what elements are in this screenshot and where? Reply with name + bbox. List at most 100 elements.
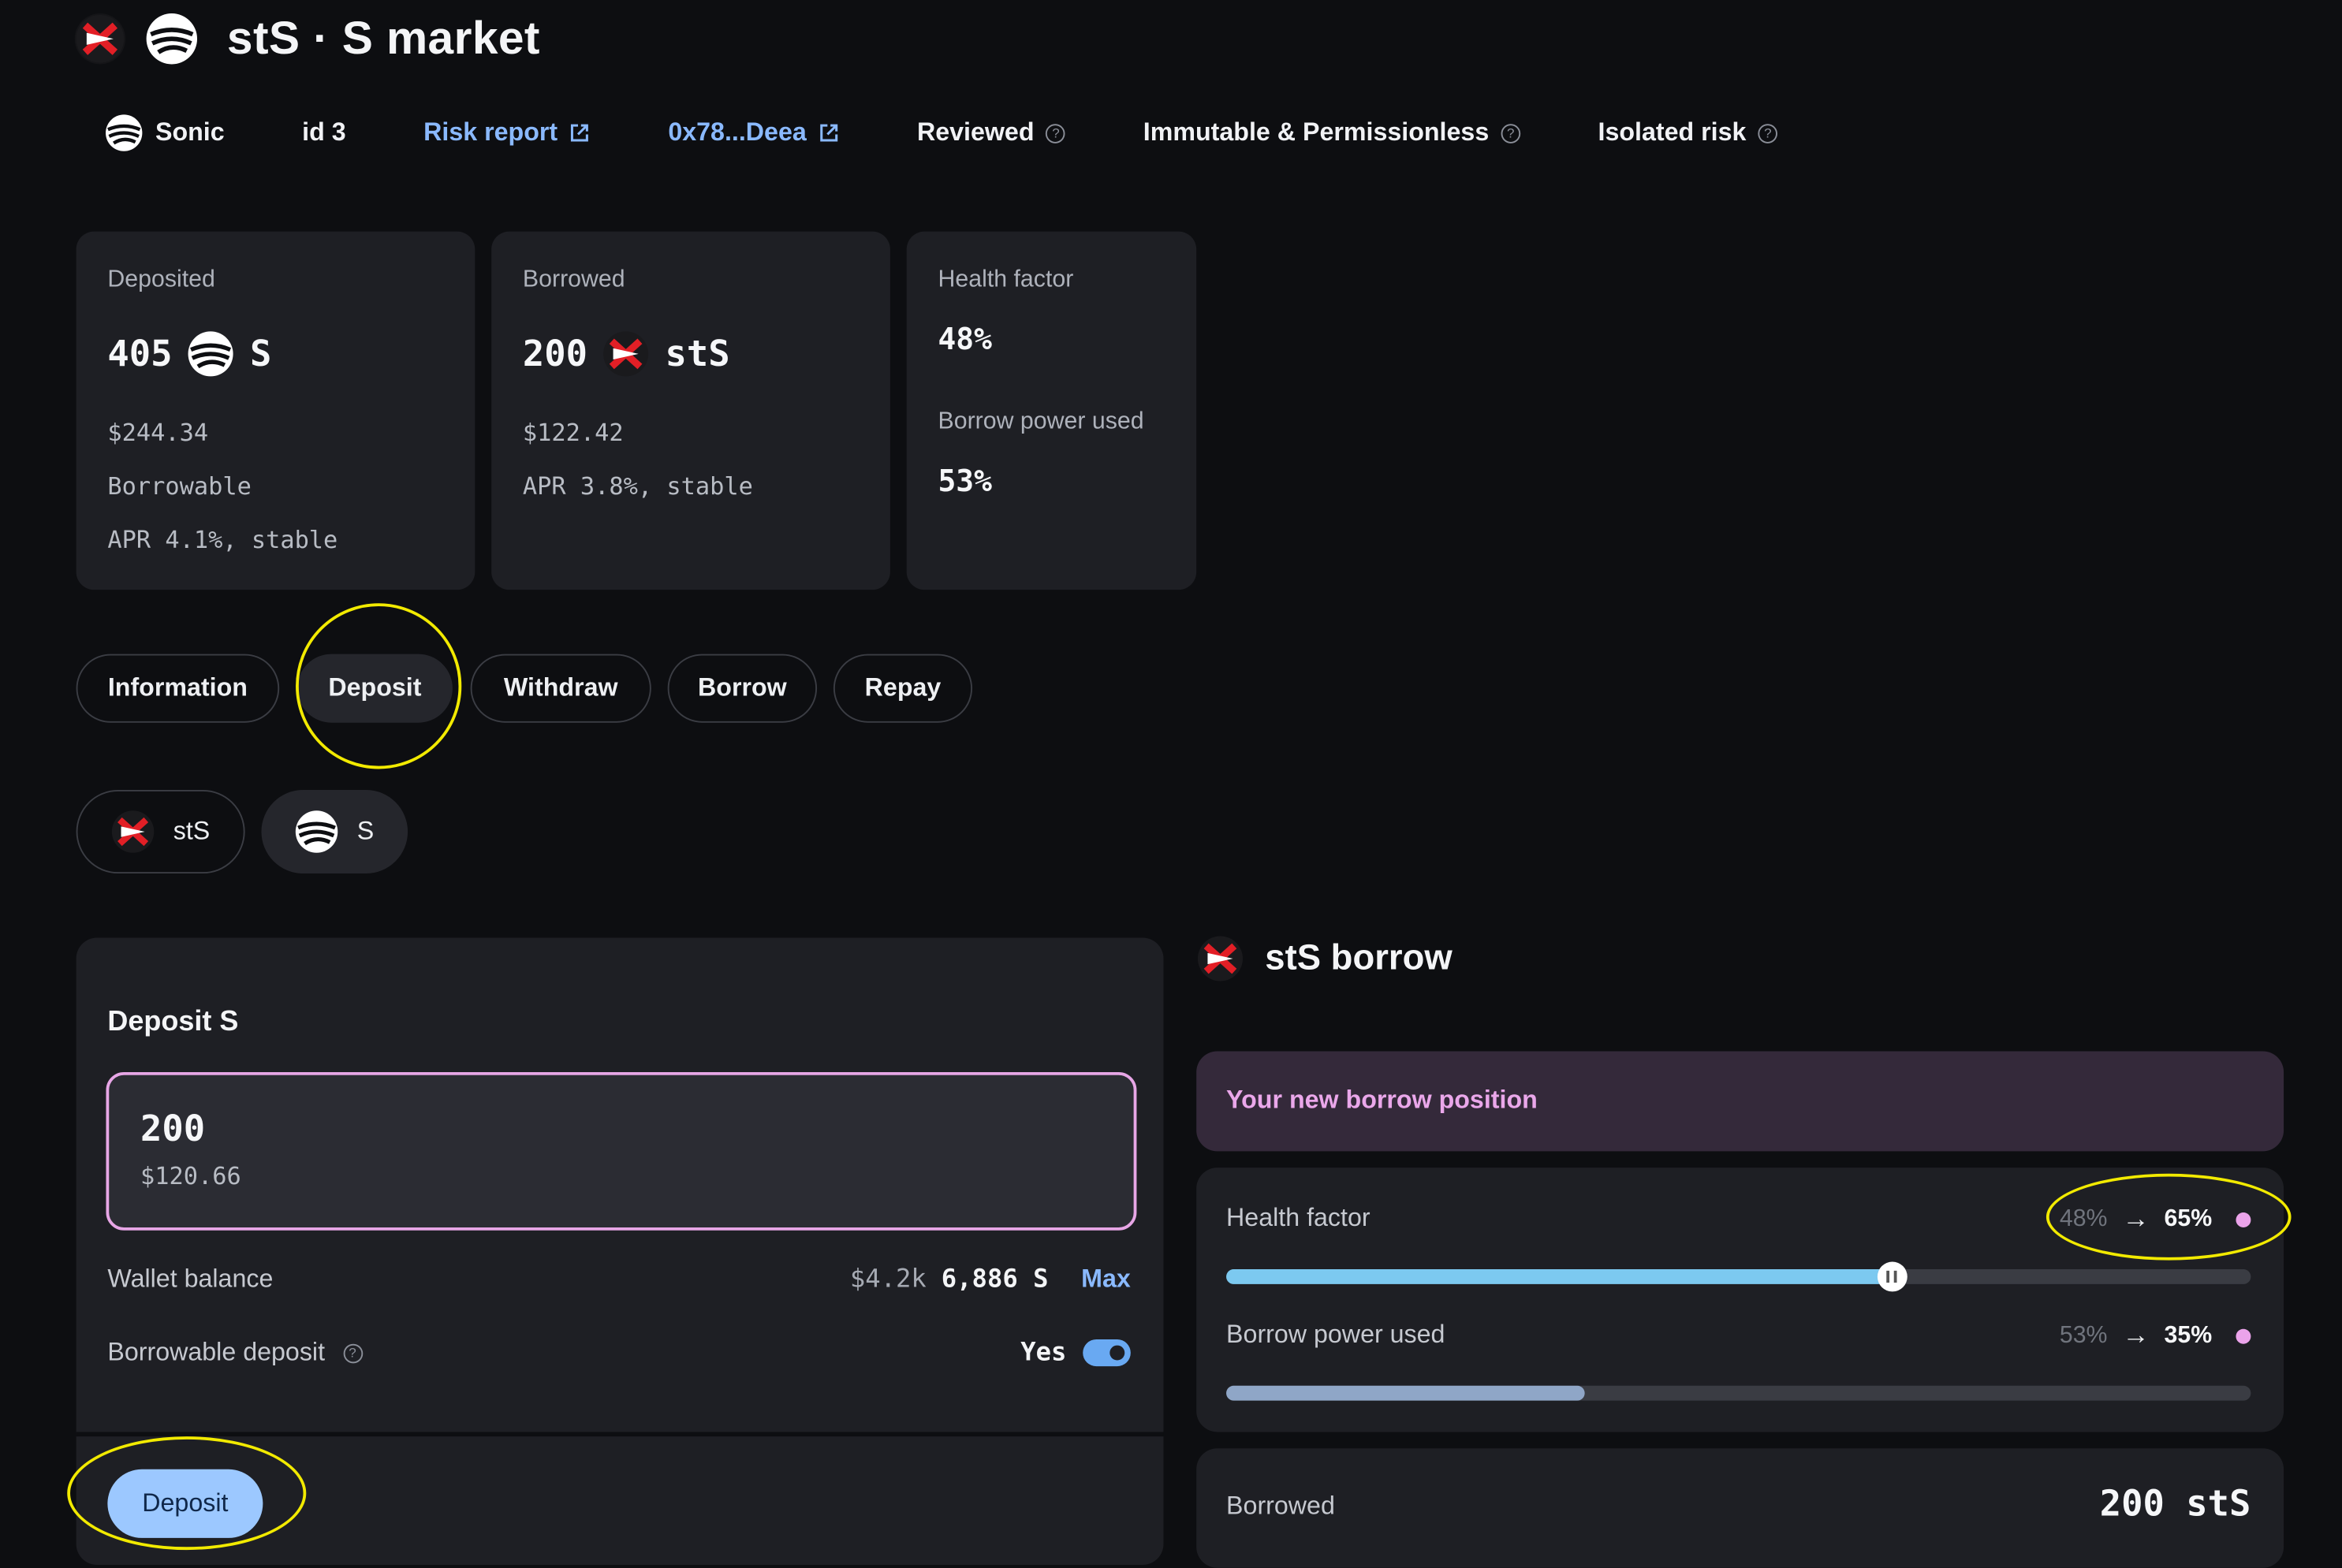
- tab-borrow[interactable]: Borrow: [667, 654, 818, 723]
- deposit-button-label: Deposit: [142, 1488, 229, 1518]
- borrowed-summary-value: 200 stS: [2099, 1482, 2251, 1525]
- market-meta-row: Sonic id 3 Risk report 0x78...Deea Revie…: [105, 110, 1778, 155]
- health-from: 48%: [2059, 1205, 2108, 1231]
- borrow-power-label: Borrow power used: [938, 408, 1144, 435]
- asset-sts-label: stS: [173, 817, 211, 846]
- deposit-amount-value[interactable]: 200: [140, 1108, 206, 1150]
- new-position-banner: Your new borrow position: [1196, 1051, 2284, 1152]
- tab-borrow-label: Borrow: [698, 673, 787, 702]
- page-title: stS · S market: [226, 12, 540, 65]
- bp-to: 35%: [2164, 1322, 2213, 1348]
- tab-deposit[interactable]: Deposit: [296, 654, 453, 723]
- asset-s-label: S: [356, 817, 375, 846]
- borrowed-summary-label: Borrowed: [1226, 1492, 1335, 1521]
- bp-from: 53%: [2059, 1322, 2108, 1348]
- new-position-banner-text: Your new borrow position: [1226, 1086, 1538, 1114]
- wallet-balance-values: $4.2k 6,886 S Max: [850, 1264, 1131, 1294]
- sts-coin-icon: [110, 810, 155, 855]
- borrow-side-header: stS borrow: [1196, 935, 1453, 983]
- isolated-risk-label: Isolated risk: [1598, 117, 1747, 147]
- health-factor-fill: [1226, 1268, 1893, 1284]
- borrow-power-fill: [1226, 1385, 1585, 1401]
- wallet-balance-amount: 6,886 S: [941, 1264, 1049, 1295]
- borrow-power-track: [1226, 1385, 2251, 1401]
- contract-address-link[interactable]: 0x78...Deea: [668, 118, 839, 148]
- tab-withdraw[interactable]: Withdraw: [470, 654, 651, 723]
- sonic-coin-icon: [294, 810, 339, 855]
- sts-coin-icon: [1196, 935, 1244, 983]
- health-to: 65%: [2164, 1205, 2213, 1231]
- health-factor-knob[interactable]: [1877, 1261, 1908, 1292]
- wallet-balance-label: Wallet balance: [107, 1264, 274, 1294]
- panel-divider: [76, 1432, 1164, 1437]
- borrowable-deposit-label: Borrowable deposit: [107, 1338, 326, 1367]
- arrow-right-icon: →: [2122, 1320, 2150, 1350]
- asset-sts-button[interactable]: stS: [76, 789, 245, 874]
- borrow-power-value: 53%: [938, 463, 992, 499]
- deposited-card: Deposited 405 S $244.34 Borrowable APR 4…: [76, 231, 475, 590]
- health-card: Health factor 48% Borrow power used 53%: [906, 231, 1197, 590]
- risk-report-link[interactable]: Risk report: [423, 118, 591, 148]
- borrowable-deposit-value: Yes: [1020, 1338, 1067, 1368]
- sts-coin-icon: [74, 13, 126, 65]
- tab-withdraw-label: Withdraw: [503, 673, 618, 702]
- health-factor-change: 48% → 65%: [2060, 1204, 2251, 1235]
- wallet-balance-usd: $4.2k: [849, 1264, 927, 1295]
- status-dot-icon: [2236, 1328, 2251, 1343]
- position-change-card: Health factor 48% → 65% Borrow power use…: [1196, 1168, 2284, 1432]
- borrowable-deposit-row: Borrowable deposit ?: [107, 1338, 363, 1368]
- tab-information[interactable]: Information: [76, 654, 280, 723]
- tab-information-label: Information: [107, 673, 248, 702]
- network-badge: Sonic: [105, 114, 225, 152]
- borrowed-value: 200: [522, 333, 588, 375]
- tab-repay-label: Repay: [864, 673, 942, 702]
- borrowed-symbol: stS: [665, 333, 730, 375]
- deposit-button[interactable]: Deposit: [107, 1469, 263, 1538]
- arrow-right-icon: →: [2122, 1203, 2150, 1234]
- deposited-usd: $244.34: [107, 418, 209, 447]
- help-icon[interactable]: ?: [1758, 123, 1778, 143]
- contract-address-label: 0x78...Deea: [668, 117, 807, 147]
- borrowed-apr: APR 3.8%, stable: [522, 471, 753, 501]
- sonic-coin-icon: [187, 330, 235, 378]
- risk-report-label: Risk report: [423, 117, 558, 147]
- sts-coin-icon: [602, 330, 651, 378]
- borrowed-amount: 200 stS: [523, 330, 730, 378]
- immutable-badge: Immutable & Permissionless ?: [1143, 117, 1521, 148]
- deposited-value: 405: [107, 333, 173, 375]
- borrow-power-change-label: Borrow power used: [1226, 1320, 1445, 1349]
- deposited-borrowable-note: Borrowable: [107, 471, 252, 501]
- borrowed-usd: $122.42: [522, 418, 624, 447]
- health-factor-change-label: Health factor: [1226, 1203, 1371, 1232]
- market-title-row: stS · S market: [74, 9, 540, 69]
- deposited-apr: APR 4.1%, stable: [107, 525, 338, 554]
- health-factor-value: 48%: [938, 321, 992, 357]
- market-id-text: id 3: [302, 117, 346, 147]
- external-link-icon: [820, 124, 838, 142]
- help-icon[interactable]: ?: [1501, 123, 1521, 143]
- asset-s-button[interactable]: S: [261, 789, 408, 874]
- deposited-amount: 405 S: [107, 330, 271, 378]
- max-button[interactable]: Max: [1081, 1264, 1131, 1294]
- external-link-icon: [571, 124, 589, 142]
- reviewed-label: Reviewed: [916, 117, 1035, 147]
- deposit-panel-title: Deposit S: [107, 1006, 239, 1038]
- tab-deposit-label: Deposit: [328, 673, 422, 702]
- health-factor-track: [1226, 1261, 2251, 1292]
- tab-repay[interactable]: Repay: [833, 654, 973, 723]
- borrowed-summary-card: Borrowed 200 stS: [1196, 1448, 2284, 1568]
- help-icon[interactable]: ?: [1046, 123, 1066, 143]
- sonic-network-icon: [105, 114, 144, 152]
- deposit-amount-input[interactable]: 200 $120.66: [106, 1071, 1137, 1231]
- market-id: id 3: [302, 118, 345, 148]
- network-name: Sonic: [155, 117, 225, 147]
- deposit-panel: Deposit S 200 $120.66 Wallet balance $4.…: [76, 937, 1164, 1566]
- help-icon[interactable]: ?: [342, 1343, 363, 1363]
- status-dot-icon: [2236, 1212, 2251, 1227]
- borrow-power-change: 53% → 35%: [2060, 1320, 2251, 1351]
- immutable-label: Immutable & Permissionless: [1143, 117, 1490, 147]
- isolated-risk-badge: Isolated risk ?: [1598, 118, 1778, 148]
- borrowed-card: Borrowed 200 stS $122.42 APR 3.8%, stabl…: [491, 231, 890, 590]
- borrowable-toggle[interactable]: [1083, 1339, 1131, 1367]
